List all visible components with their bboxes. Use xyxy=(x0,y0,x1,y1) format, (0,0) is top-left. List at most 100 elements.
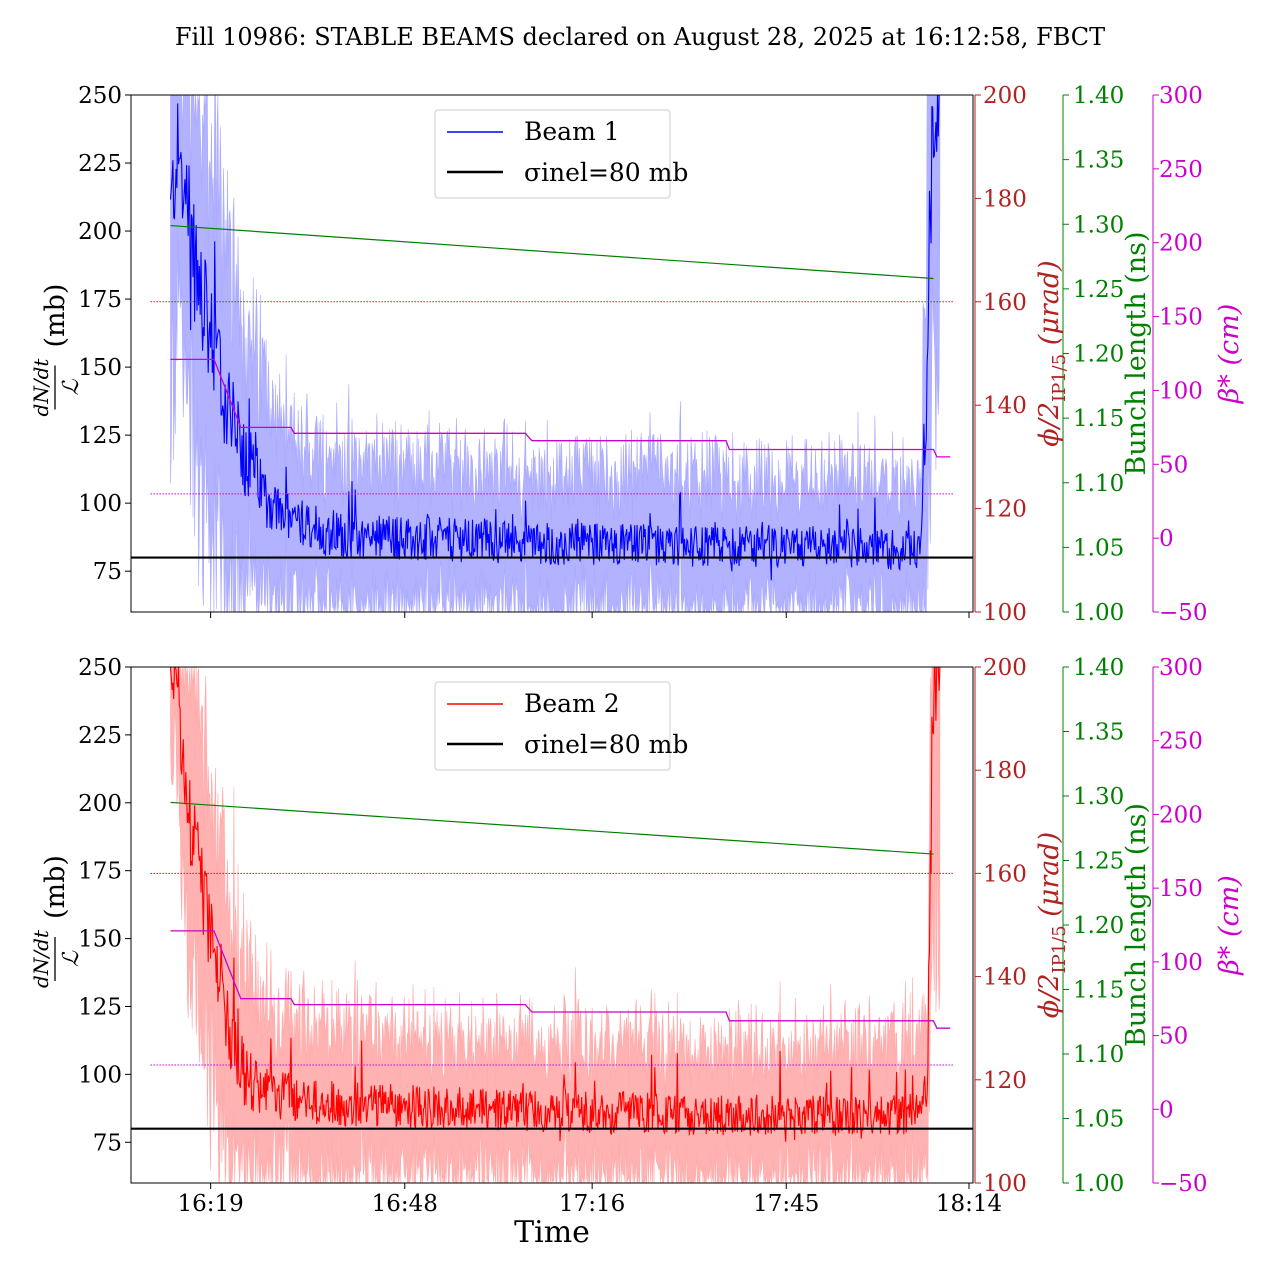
beta-tick-label: 300 xyxy=(1159,655,1203,681)
bunch-tick-label: 1.40 xyxy=(1073,83,1124,109)
left-axis-label: dN/dt ℒ (mb) xyxy=(29,284,84,417)
plot-frame xyxy=(130,94,974,613)
x-tick-label: 16:19 xyxy=(178,1191,244,1217)
phi-tick-label: 140 xyxy=(983,393,1027,419)
beta-star-line xyxy=(170,930,951,1029)
beta-axis-label: β* (cm) xyxy=(1214,304,1245,404)
beta-axis-label: β* (cm) xyxy=(1214,875,1245,975)
bunch-tick-label: 1.35 xyxy=(1073,720,1124,746)
left-tick-label: 200 xyxy=(78,219,122,245)
left-tick-label: 200 xyxy=(78,791,122,817)
left-axis-label: dN/dt ℒ (mb) xyxy=(29,855,84,988)
legend-sigma-label: σinel=80 mb xyxy=(524,730,688,759)
panel-top: 75 100 125 150 175 200 225 250 100 120 140 160 180 20… xyxy=(29,83,1245,626)
bunch-tick-label: 1.30 xyxy=(1073,784,1124,810)
bunch-tick-label: 1.30 xyxy=(1073,212,1124,238)
left-tick-label: 75 xyxy=(93,559,122,585)
bunch-tick-label: 1.20 xyxy=(1073,342,1124,368)
x-axis-label: Time xyxy=(514,1215,590,1250)
beta-tick-label: 300 xyxy=(1159,83,1203,109)
beam-band xyxy=(170,667,941,1183)
phi-tick-label: 100 xyxy=(983,600,1027,626)
beta-tick-label: 250 xyxy=(1159,157,1203,183)
left-tick-label: 250 xyxy=(78,83,122,109)
beam-band xyxy=(170,95,941,612)
phi-tick-label: 120 xyxy=(983,1068,1027,1094)
beta-tick-label: −50 xyxy=(1159,1171,1208,1197)
bunch-tick-label: 1.15 xyxy=(1073,978,1124,1004)
bunch-tick-label: 1.00 xyxy=(1073,1171,1124,1197)
x-tick-label: 17:16 xyxy=(559,1191,625,1217)
beta-tick-label: 150 xyxy=(1159,305,1203,331)
phi-label-text: ϕ/2IP1/5 (μrad) xyxy=(1034,832,1070,1018)
left-label-denominator: ℒ xyxy=(59,378,84,395)
bunch-tick-label: 1.40 xyxy=(1073,655,1124,681)
bunch-tick-label: 1.35 xyxy=(1073,148,1124,174)
beta-tick-label: 200 xyxy=(1159,802,1203,828)
beta-tick-label: 100 xyxy=(1159,950,1203,976)
beta-tick-label: −50 xyxy=(1159,600,1208,626)
panel-bottom: 75 100 125 150 175 200 225 250 100 120 140 160 180 20… xyxy=(29,655,1245,1217)
beta-tick-label: 100 xyxy=(1159,378,1203,404)
left-tick-label: 75 xyxy=(93,1130,122,1156)
phi-label-main: ϕ/2 xyxy=(1034,402,1065,447)
beta-tick-label: 50 xyxy=(1159,1024,1188,1050)
left-tick-label: 175 xyxy=(78,287,122,313)
phi-label-sub: IP1/5 xyxy=(1049,925,1070,973)
phi-tick-label: 120 xyxy=(983,497,1027,523)
phi-tick-label: 200 xyxy=(983,83,1027,109)
bunch-tick-label: 1.20 xyxy=(1073,913,1124,939)
bunch-tick-label: 1.10 xyxy=(1073,1042,1124,1068)
bunch-axis-label: Bunch length (ns) xyxy=(1121,803,1152,1047)
beta-star-line xyxy=(170,358,951,458)
phi-label-text: ϕ/2IP1/5 (μrad) xyxy=(1034,260,1070,446)
plot-area xyxy=(131,95,973,612)
plot-area xyxy=(131,667,973,1183)
bunch-length-line xyxy=(170,801,934,855)
left-tick-label: 150 xyxy=(78,355,122,381)
beam-line xyxy=(169,95,940,581)
x-tick-label: 18:14 xyxy=(936,1191,1002,1217)
left-tick-label: 125 xyxy=(78,423,122,449)
bunch-tick-label: 1.25 xyxy=(1073,849,1124,875)
phi-tick-label: 180 xyxy=(983,186,1027,212)
left-label-denominator: ℒ xyxy=(59,950,84,967)
beta-tick-label: 250 xyxy=(1159,729,1203,755)
beta-tick-label: 0 xyxy=(1159,526,1174,552)
beta-tick-label: 50 xyxy=(1159,452,1188,478)
bunch-length-line xyxy=(170,224,934,280)
bunch-tick-label: 1.00 xyxy=(1073,600,1124,626)
left-tick-label: 175 xyxy=(78,859,122,885)
phi-axis-label: ϕ/2IP1/5 (μrad) xyxy=(1034,260,1070,446)
left-tick-label: 225 xyxy=(78,151,122,177)
left-label-unit: (mb) xyxy=(40,855,71,919)
plot-frame xyxy=(130,666,974,1184)
phi-label-main: ϕ/2 xyxy=(1034,974,1065,1019)
phi-tick-label: 160 xyxy=(983,861,1027,887)
phi-label-sub: IP1/5 xyxy=(1049,354,1070,402)
beta-tick-label: 0 xyxy=(1159,1097,1174,1123)
phi-tick-label: 200 xyxy=(983,655,1027,681)
left-tick-label: 125 xyxy=(78,994,122,1020)
left-tick-label: 225 xyxy=(78,723,122,749)
left-tick-label: 100 xyxy=(78,491,122,517)
legend-beam-label: Beam 2 xyxy=(524,689,620,718)
bunch-tick-label: 1.05 xyxy=(1073,535,1124,561)
phi-tick-label: 140 xyxy=(983,965,1027,991)
bunch-tick-label: 1.15 xyxy=(1073,406,1124,432)
beta-tick-label: 200 xyxy=(1159,231,1203,257)
x-tick-label: 16:48 xyxy=(372,1191,438,1217)
legend-sigma-label: σinel=80 mb xyxy=(524,158,688,187)
left-tick-label: 250 xyxy=(78,655,122,681)
phi-label-unit: (μrad) xyxy=(1034,260,1065,354)
x-tick-label: 17:45 xyxy=(753,1191,819,1217)
bunch-tick-label: 1.25 xyxy=(1073,277,1124,303)
left-label-numerator: dN/dt xyxy=(29,929,53,988)
phi-tick-label: 180 xyxy=(983,758,1027,784)
left-label-numerator: dN/dt xyxy=(29,358,53,417)
legend-beam-label: Beam 1 xyxy=(524,117,620,146)
bunch-tick-label: 1.05 xyxy=(1073,1107,1124,1133)
bunch-tick-label: 1.10 xyxy=(1073,471,1124,497)
left-label-unit: (mb) xyxy=(40,284,71,348)
